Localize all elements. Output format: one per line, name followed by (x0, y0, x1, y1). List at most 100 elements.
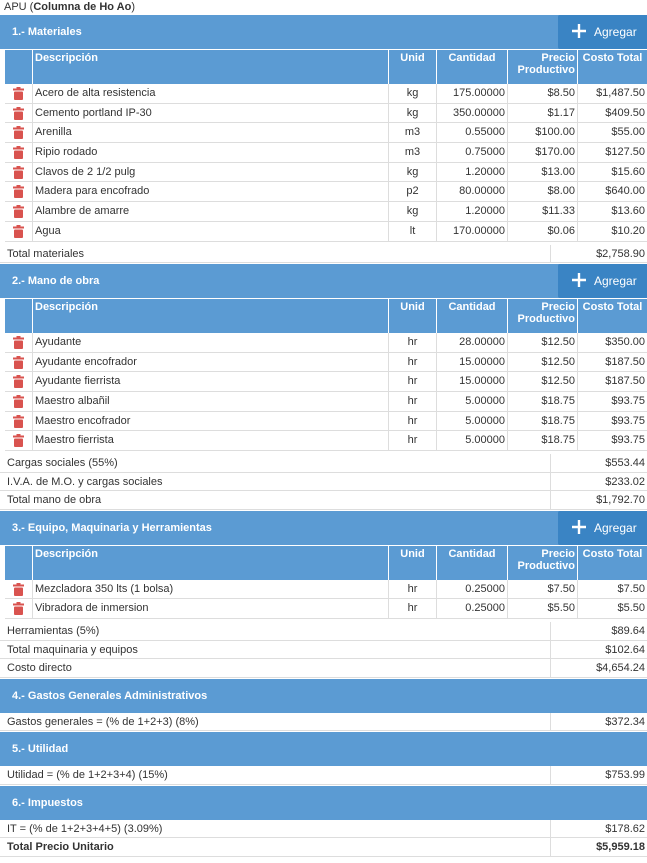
price-cell: $12.50 (507, 372, 577, 392)
section-title: 4.- Gastos Generales Administrativos (12, 689, 208, 702)
column-title: Precio Productivo (507, 545, 577, 580)
column-title: Descripción (32, 299, 388, 333)
delete-cell (5, 412, 32, 431)
delete-icon[interactable] (13, 582, 24, 596)
add-button[interactable]: Agregar (558, 15, 647, 49)
row-list: Acero de alta resistencia kg 175.00000 $8.5… (0, 84, 647, 242)
total-cost-cell: $350.00 (577, 333, 647, 352)
item-row: Acero de alta resistencia kg 175.00000 $8.5… (5, 84, 647, 104)
price-cell: $12.50 (507, 352, 577, 372)
delete-icon[interactable] (13, 146, 24, 160)
total-line: Total Precio Unitario $5,959.18 (0, 838, 647, 857)
delete-icon[interactable] (13, 395, 24, 409)
delete-cell (5, 353, 32, 372)
column-title: Precio Productivo (507, 299, 577, 333)
unit-cell: m3 (388, 123, 436, 143)
total-cost-cell: $15.60 (577, 162, 647, 182)
total-value: $5,959.18 (550, 838, 647, 856)
add-button-label: Agregar (594, 520, 637, 535)
delete-icon[interactable] (13, 434, 24, 448)
quantity-cell: 5.00000 (436, 392, 507, 411)
item-row: Alambre de amarre kg 1.20000 $11.33 $13.60 (5, 202, 647, 222)
quantity-cell: 170.00000 (436, 221, 507, 241)
total-line: Total mano de obra $1,792.70 (0, 491, 647, 510)
quantity-cell: 15.00000 (436, 372, 507, 392)
column-title: Costo Total (577, 545, 647, 580)
description-cell: Ayudante encofrador (32, 352, 388, 372)
delete-icon[interactable] (13, 126, 24, 140)
delete-icon[interactable] (13, 414, 24, 428)
unit-cell: hr (388, 431, 436, 451)
icon-column-header (5, 299, 32, 333)
add-button-label: Agregar (594, 274, 637, 288)
delete-icon[interactable] (13, 106, 24, 120)
price-cell: $8.00 (507, 182, 577, 202)
delete-icon[interactable] (13, 224, 24, 238)
total-cost-cell: $13.60 (577, 202, 647, 221)
description-cell: Maestro albañil (32, 392, 388, 411)
description-cell: Clavos de 2 1/2 pulg (32, 162, 388, 182)
price-cell: $12.50 (507, 333, 577, 352)
sections: 1.- Materiales Agregar Descripción Unid Cant… (0, 15, 647, 857)
unit-cell: kg (388, 202, 436, 221)
total-cost-cell: $187.50 (577, 352, 647, 372)
delete-icon[interactable] (13, 205, 24, 219)
header-suffix: ) (131, 1, 135, 13)
section-bar: 6.- Impuestos (0, 785, 647, 820)
quantity-cell: 1.20000 (436, 202, 507, 221)
total-label: IT = (% de 1+2+3+4+5) (3.09%) (7, 822, 163, 835)
item-row: Maestro encofrador hr 5.00000 $18.75 $93.75 (5, 411, 647, 432)
plus-icon (572, 519, 586, 534)
icon-column-header (5, 50, 32, 84)
quantity-cell: 175.00000 (436, 84, 507, 103)
total-cost-cell: $10.20 (577, 221, 647, 241)
unit-cell: m3 (388, 143, 436, 162)
total-line: Total materiales $2,758.90 (0, 244, 647, 263)
section-bar: 3.- Equipo, Maquinaria y Herramientas Agr… (0, 510, 647, 545)
delete-icon[interactable] (13, 87, 24, 100)
item-row: Ripio rodado m3 0.75000 $170.00 $127.50 (5, 143, 647, 163)
delete-icon[interactable] (13, 185, 24, 199)
section: 1.- Materiales Agregar Descripción Unid Cant… (0, 15, 647, 263)
item-row: Mezcladora 350 lts (1 bolsa) hr 0.25000 $7.… (5, 579, 647, 600)
plus-icon (572, 24, 586, 39)
add-button[interactable]: Agregar (558, 510, 647, 545)
total-value: $102.64 (550, 640, 647, 658)
total-value: $4,654.24 (550, 659, 647, 677)
column-title: Costo Total (577, 299, 647, 333)
column-title: Descripción (32, 50, 388, 84)
delete-icon[interactable] (13, 336, 24, 349)
quantity-cell: 1.20000 (436, 162, 507, 182)
delete-icon[interactable] (13, 165, 24, 179)
price-cell: $18.75 (507, 431, 577, 451)
column-title: Unid (388, 50, 436, 84)
item-row: Maestro albañil hr 5.00000 $18.75 $93.75 (5, 392, 647, 412)
delete-cell (5, 599, 32, 618)
quantity-cell: 0.25000 (436, 599, 507, 618)
section-bar: 4.- Gastos Generales Administrativos (0, 678, 647, 713)
total-label: Herramientas (5%) (7, 625, 100, 637)
description-cell: Agua (32, 221, 388, 241)
section-bar: 5.- Utilidad (0, 732, 647, 766)
price-cell: $18.75 (507, 392, 577, 411)
quantity-cell: 0.55000 (436, 123, 507, 143)
delete-icon[interactable] (13, 375, 24, 389)
delete-icon[interactable] (13, 355, 24, 369)
total-value: $2,758.90 (550, 244, 647, 262)
total-line: Gastos generales = (% de 1+2+3) (8%) $372… (0, 712, 647, 731)
unit-cell: kg (388, 162, 436, 182)
total-cost-cell: $7.50 (577, 579, 647, 599)
item-row: Arenilla m3 0.55000 $100.00 $55.00 (5, 123, 647, 144)
unit-cell: hr (388, 579, 436, 599)
total-cost-cell: $5.50 (577, 599, 647, 618)
header-name: Columna de Ho Ao (33, 1, 132, 13)
delete-icon[interactable] (13, 602, 24, 616)
total-label: Total materiales (7, 247, 85, 260)
description-cell: Alambre de amarre (32, 202, 388, 221)
section-bar: 2.- Mano de obra Agregar (0, 264, 647, 298)
description-cell: Maestro fierrista (32, 431, 388, 451)
section-title: 5.- Utilidad (12, 743, 69, 755)
column-header: Descripción Unid Cantidad Precio Productivo… (5, 50, 647, 84)
total-label: Cargas sociales (55%) (7, 457, 118, 470)
add-button[interactable]: Agregar (558, 264, 647, 298)
